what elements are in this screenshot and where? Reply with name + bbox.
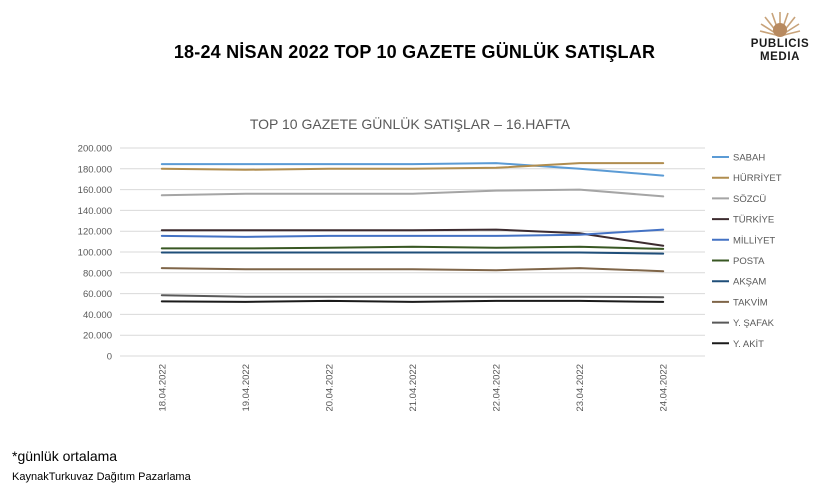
chart-title: TOP 10 GAZETE GÜNLÜK SATIŞLAR – 16.HAFTA <box>249 116 571 132</box>
x-tick-label: 18.04.2022 <box>157 364 168 412</box>
y-tick-label: 80.000 <box>83 268 112 279</box>
y-tick-label: 0 <box>107 352 112 363</box>
y-tick-label: 120.000 <box>78 227 112 238</box>
page-title: 18-24 NİSAN 2022 TOP 10 GAZETE GÜNLÜK SA… <box>173 42 656 62</box>
x-tick-label: 24.04.2022 <box>659 364 670 412</box>
logo-text-publicis: PUBLICIS <box>750 38 810 50</box>
series-line <box>160 188 665 198</box>
legend-label: Y. ŞAFAK <box>733 318 775 329</box>
x-tick-label: 23.04.2022 <box>575 364 586 412</box>
y-tick-label: 180.000 <box>78 164 112 175</box>
series-line <box>160 162 665 177</box>
y-tick-label: 100.000 <box>78 248 112 259</box>
series-line <box>160 162 665 171</box>
legend-label: Y. AKİT <box>733 339 764 350</box>
series-line <box>160 228 665 238</box>
x-tick-label: 20.04.2022 <box>324 364 335 412</box>
series-line <box>160 294 665 299</box>
legend-label: TAKVİM <box>733 297 768 308</box>
lion-head-icon <box>759 12 801 37</box>
logo-text-media: MEDIA <box>759 51 801 63</box>
line-chart: 0 20.000 40.000 60.000 80.000 100.000 120.000 1… <box>78 144 782 412</box>
legend-label: HÜRRİYET <box>733 173 782 184</box>
series-line <box>160 228 665 247</box>
legend-label: AKŞAM <box>733 277 766 288</box>
y-tick-label: 60.000 <box>83 289 112 300</box>
x-tick-label: 21.04.2022 <box>408 364 419 412</box>
publicis-media-logo: PUBLICIS MEDIA <box>735 8 825 70</box>
series-line <box>160 299 665 303</box>
y-tick-label: 140.000 <box>78 206 112 217</box>
legend-label: TÜRKİYE <box>733 215 774 226</box>
series-line <box>160 251 665 255</box>
source-note: KaynakTurkuvaz Dağıtım Pazarlama <box>12 471 191 483</box>
legend-label: SABAH <box>733 153 765 164</box>
x-tick-label: 19.04.2022 <box>241 364 252 412</box>
y-tick-label: 40.000 <box>83 310 112 321</box>
y-tick-label: 160.000 <box>78 185 112 196</box>
footnote: *günlük ortalama <box>12 448 118 464</box>
y-tick-label: 200.000 <box>78 144 112 155</box>
legend-label: MİLLİYET <box>733 235 775 246</box>
y-tick-label: 20.000 <box>83 331 112 342</box>
x-tick-label: 22.04.2022 <box>492 364 503 412</box>
legend-label: SÖZCÜ <box>733 194 766 205</box>
series-line <box>160 267 665 273</box>
legend-label: POSTA <box>733 256 765 267</box>
series-line <box>160 245 665 250</box>
